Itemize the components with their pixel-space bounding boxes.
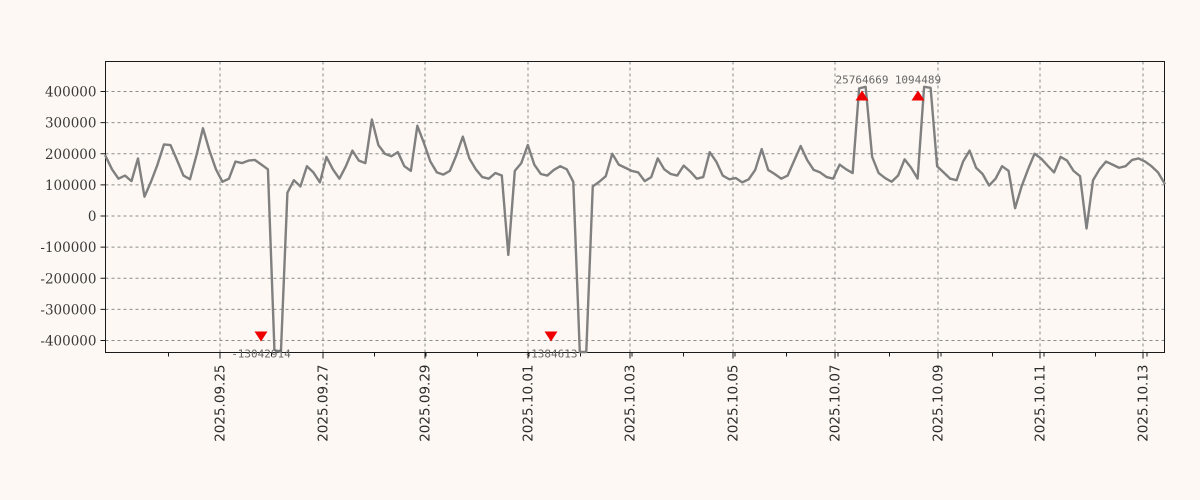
x-axis-tick-label: 2025.10.03 — [623, 365, 639, 442]
annotation-markers: 25764669 1094489 -13042914 -1384613 — [231, 74, 941, 361]
y-axis-tick-label: 0 — [88, 209, 97, 225]
annotation-arrow-down-icon — [254, 331, 268, 342]
annotation-arrow-down-icon — [544, 331, 558, 342]
x-axis-ticks: 2025.09.25 2025.09.27 2025.09.29 2025.10.01… — [168, 352, 1152, 442]
annotation-arrow-up-icon — [911, 90, 925, 101]
x-axis-tick-label: 2025.10.07 — [828, 365, 844, 442]
y-axis-tick-label: 300000 — [45, 116, 97, 132]
y-axis-ticks: 400000 300000 200000 100000 0 -100000 -200000 -… — [40, 85, 106, 350]
x-axis-tick-label: 2025.10.05 — [726, 365, 742, 442]
annotation-value-label: -13042914 — [231, 348, 291, 361]
y-axis-tick-label: 400000 — [45, 85, 97, 101]
data-series-path — [104, 85, 1166, 354]
annotation-arrow-up-icon — [855, 90, 869, 101]
x-axis-tick-label: 2025.09.25 — [213, 365, 229, 442]
y-axis-tick-label: 100000 — [45, 178, 97, 194]
y-axis-tick-label: -300000 — [40, 302, 96, 318]
x-axis-tick-label: 2025.10.01 — [521, 365, 537, 442]
x-axis-tick-label: 2025.09.29 — [418, 365, 434, 442]
x-axis-tick-label: 2025.10.11 — [1033, 365, 1049, 442]
plot-frame — [105, 61, 1165, 353]
y-axis-tick-label: -400000 — [40, 334, 96, 350]
x-axis-tick-label: 2025.09.27 — [316, 365, 332, 442]
y-axis-tick-label: -200000 — [40, 271, 96, 287]
annotation-value-label: 1094489 — [895, 74, 941, 87]
y-axis-tick-label: 200000 — [45, 147, 97, 163]
x-axis-tick-label: 2025.10.09 — [931, 365, 947, 442]
annotation-value-label: -1384613 — [525, 348, 578, 361]
annotation-value-label: 25764669 — [836, 74, 889, 87]
y-axis-tick-label: -100000 — [40, 240, 96, 256]
data-series-line — [104, 85, 1166, 354]
x-axis-tick-label: 2025.10.13 — [1136, 365, 1152, 442]
